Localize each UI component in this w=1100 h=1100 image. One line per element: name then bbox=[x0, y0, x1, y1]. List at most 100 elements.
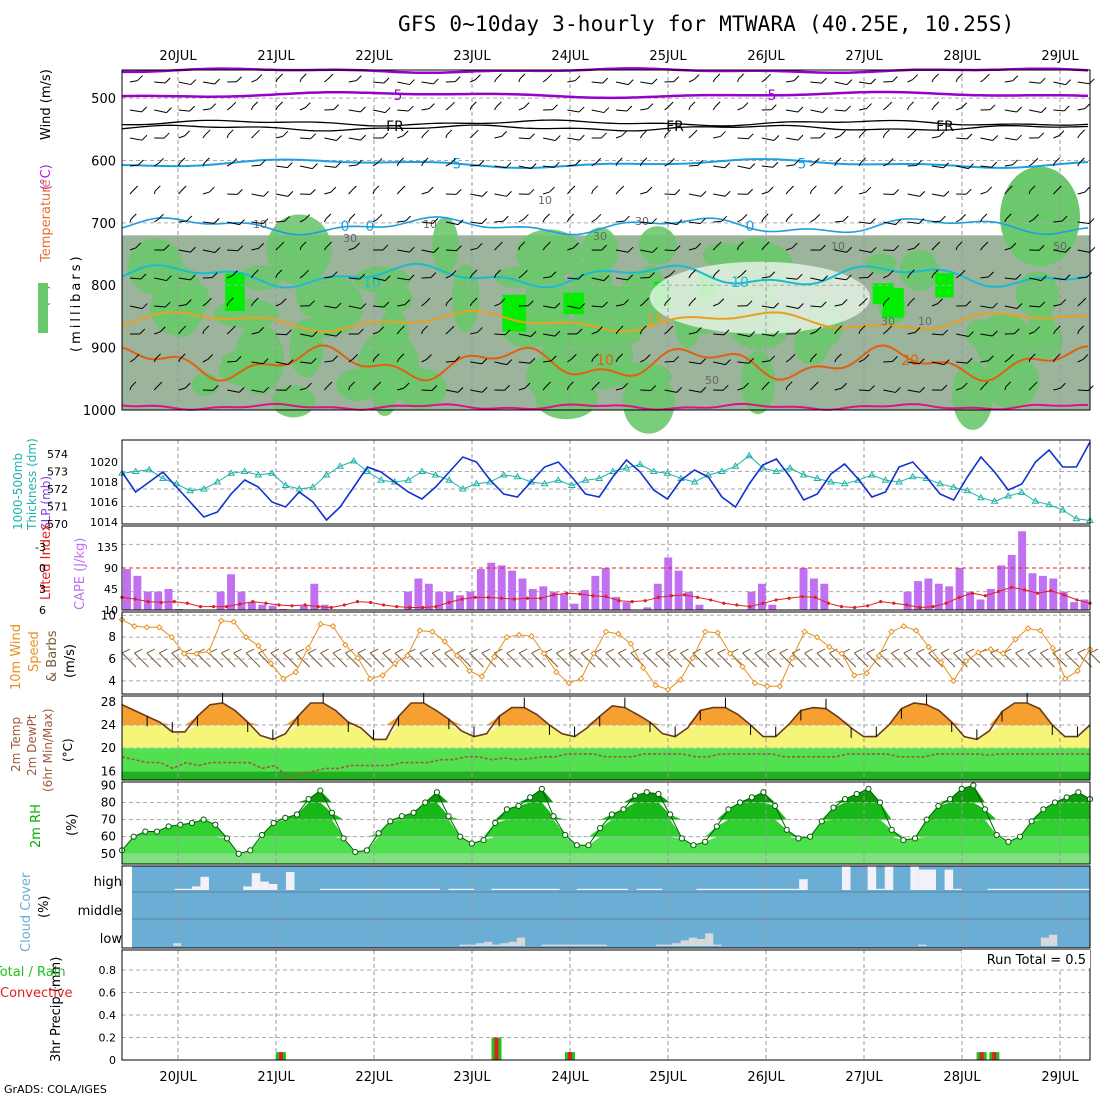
wind-speed-point bbox=[950, 677, 957, 685]
wind-barb bbox=[639, 162, 643, 167]
wind-barb-feather bbox=[842, 215, 849, 222]
li-point bbox=[447, 600, 451, 605]
wind-barb-feather bbox=[887, 158, 894, 164]
wind-barb-feather bbox=[651, 218, 658, 224]
wind-barb-feather bbox=[227, 129, 234, 136]
wind-barb-10m bbox=[1027, 652, 1043, 668]
li-point bbox=[918, 605, 922, 610]
cloud-high-bar bbox=[1013, 888, 1022, 890]
wind-barb bbox=[591, 109, 605, 114]
rh-point bbox=[818, 818, 825, 825]
wind-barb bbox=[445, 106, 450, 111]
wind-barb bbox=[980, 305, 993, 309]
wind-barb-feather bbox=[837, 185, 843, 192]
thickness-point bbox=[336, 462, 345, 469]
wind-barb bbox=[178, 109, 190, 112]
wind-barb bbox=[396, 190, 401, 195]
thickness-tick-label: 573 bbox=[47, 466, 68, 479]
wind-barb-feather bbox=[207, 354, 214, 360]
wind-barb-feather bbox=[544, 213, 550, 220]
rh-point bbox=[678, 835, 685, 842]
rh-blob bbox=[532, 318, 597, 345]
wind-speed-point bbox=[987, 645, 994, 653]
wind-barb bbox=[397, 135, 404, 139]
cloud-low-bar bbox=[918, 944, 927, 946]
wind-barb-feather bbox=[691, 129, 698, 136]
wind-barb bbox=[518, 361, 531, 364]
wind-barb-feather bbox=[914, 242, 920, 249]
wind-barb-feather bbox=[724, 162, 731, 169]
thickness-point bbox=[568, 481, 576, 488]
rh-blob bbox=[374, 284, 413, 313]
wind-barb bbox=[688, 389, 702, 393]
wind-barb-feather bbox=[166, 275, 172, 281]
wind-barb bbox=[737, 165, 750, 170]
wind-barb bbox=[615, 190, 620, 195]
wind-barb-feather bbox=[158, 213, 164, 220]
thickness-point bbox=[472, 479, 481, 487]
wind-barb bbox=[348, 358, 354, 363]
cloud-high-bar bbox=[1055, 888, 1065, 890]
thickness-point bbox=[827, 478, 835, 485]
wind-barb-feather bbox=[470, 101, 477, 108]
wind-barb-feather bbox=[263, 386, 269, 393]
wind-barb bbox=[834, 277, 847, 281]
wind-barb-feather bbox=[375, 381, 382, 388]
wind-speed-point bbox=[366, 675, 374, 682]
temp-tick-label: 24 bbox=[101, 718, 116, 732]
wind-barb bbox=[664, 106, 669, 111]
cape-bar bbox=[508, 570, 517, 610]
wind-barb-feather bbox=[432, 218, 439, 224]
wind-speed-point bbox=[900, 623, 908, 630]
cloud-high-bar bbox=[542, 888, 552, 890]
wind-barb bbox=[834, 304, 843, 307]
wind-barb-feather bbox=[495, 73, 502, 80]
cloud-high-bar bbox=[268, 884, 278, 890]
li-point bbox=[538, 596, 543, 600]
isotherm-label: 0 bbox=[746, 219, 755, 235]
cape-bar bbox=[123, 569, 131, 610]
wind-barb bbox=[713, 135, 721, 139]
wind-barb-feather bbox=[376, 157, 383, 164]
rh-point bbox=[946, 795, 954, 803]
wind-barb-10m-feather bbox=[506, 648, 515, 654]
li-point bbox=[1009, 585, 1014, 589]
rh-blob-bright bbox=[872, 283, 895, 305]
wind-barb bbox=[470, 221, 482, 225]
wind-barb bbox=[567, 247, 574, 251]
wind-barb bbox=[1028, 358, 1031, 363]
wind-barb-feather bbox=[643, 297, 650, 304]
cape-tick-label: 90 bbox=[104, 562, 118, 575]
wind-barb bbox=[1028, 331, 1035, 335]
wind-barb bbox=[883, 275, 889, 279]
wind-barb-10m-feather bbox=[295, 648, 304, 654]
thickness-point bbox=[663, 469, 672, 476]
wind-barb-feather bbox=[793, 75, 800, 82]
wind-barb bbox=[956, 333, 969, 338]
wind-barb-feather bbox=[141, 303, 148, 309]
wind-barb-feather bbox=[669, 158, 675, 164]
thickness-point bbox=[1058, 506, 1067, 513]
wind-barb bbox=[251, 389, 264, 393]
wind-barb bbox=[640, 108, 649, 111]
wind-barb bbox=[251, 361, 264, 365]
wind-barb bbox=[809, 190, 812, 195]
cape-ylabel-cape: CAPE (J/kg) bbox=[73, 538, 88, 610]
wind-barb bbox=[1053, 190, 1057, 195]
thickness-point bbox=[718, 467, 726, 474]
wind-speed-point bbox=[491, 653, 498, 661]
wind-barb bbox=[397, 304, 406, 307]
rh-blob-bright bbox=[225, 273, 245, 312]
wind-barb-10m bbox=[556, 652, 571, 668]
temp-ylabel-3: (6hr Min/Max) bbox=[41, 709, 55, 793]
li-point bbox=[944, 601, 948, 605]
cloud-high-bar bbox=[867, 866, 877, 890]
li-point bbox=[695, 595, 700, 600]
wind-barb bbox=[810, 331, 817, 335]
rh-tick-label: 50 bbox=[101, 847, 116, 861]
cape-bar bbox=[154, 591, 163, 610]
wind-barb bbox=[713, 303, 719, 307]
wind-barb bbox=[518, 78, 521, 83]
